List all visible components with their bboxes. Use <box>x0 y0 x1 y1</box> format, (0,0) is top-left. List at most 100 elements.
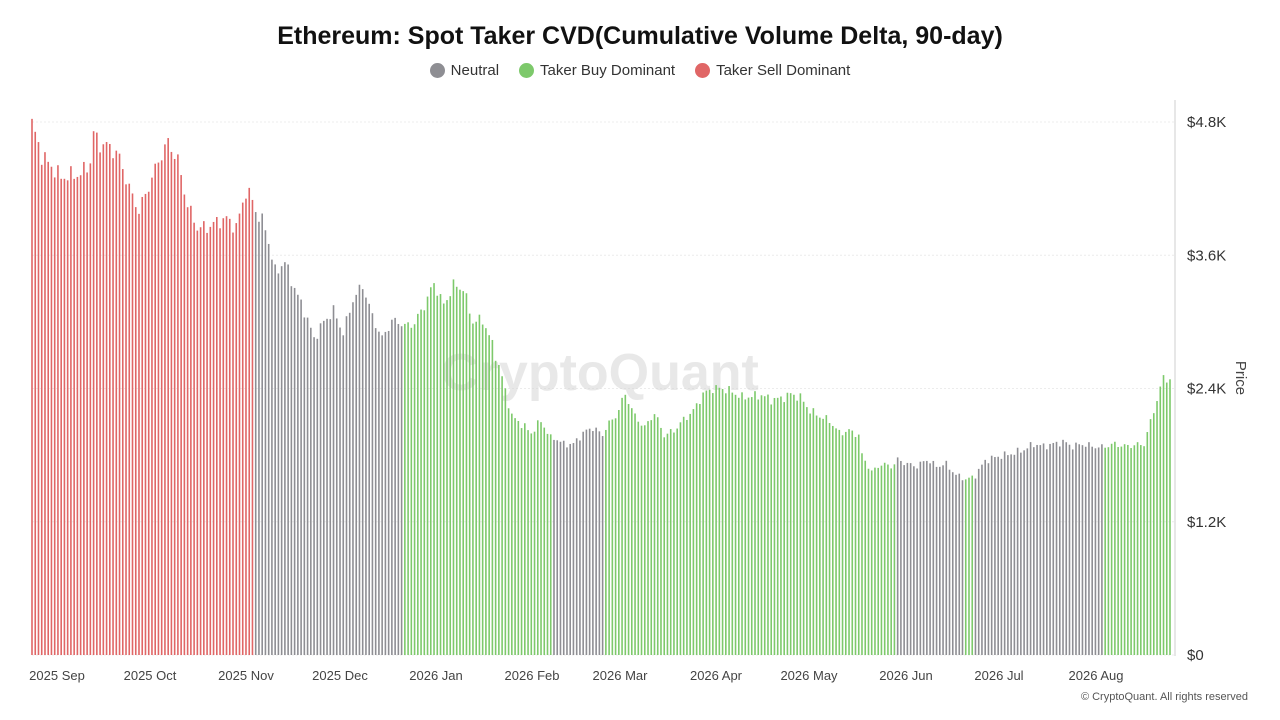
bar-taker-buy-dominant <box>1169 379 1171 655</box>
bar-neutral <box>595 427 597 655</box>
bar-taker-sell-dominant <box>73 178 75 655</box>
bar-neutral <box>1036 444 1038 655</box>
bar-neutral <box>559 441 562 655</box>
bar-taker-buy-dominant <box>524 423 526 655</box>
bar-taker-buy-dominant <box>968 477 970 655</box>
bar-neutral <box>322 320 325 655</box>
bar-taker-sell-dominant <box>245 198 247 655</box>
bar-neutral <box>582 431 584 655</box>
bar-taker-buy-dominant <box>1165 382 1168 655</box>
legend-item-taker-buy-dominant[interactable]: Taker Buy Dominant <box>519 62 675 79</box>
bar-neutral <box>345 316 348 655</box>
bar-neutral <box>919 461 922 655</box>
bar-taker-sell-dominant <box>115 150 118 655</box>
bar-taker-buy-dominant <box>666 433 669 655</box>
bar-taker-buy-dominant <box>728 386 730 655</box>
bar-taker-buy-dominant <box>760 395 763 655</box>
bar-taker-sell-dominant <box>83 161 85 655</box>
bar-neutral <box>277 273 280 655</box>
bar-neutral <box>601 436 604 655</box>
bar-taker-buy-dominant <box>478 314 481 655</box>
bar-taker-sell-dominant <box>147 191 150 656</box>
bar-taker-buy-dominant <box>527 430 529 655</box>
bar-neutral <box>939 466 941 655</box>
bar-taker-sell-dominant <box>170 151 173 655</box>
bar-taker-sell-dominant <box>186 207 189 655</box>
bar-neutral <box>1094 448 1097 655</box>
bar-taker-buy-dominant <box>663 437 666 655</box>
bar-taker-sell-dominant <box>112 158 114 655</box>
bar-neutral <box>319 323 322 655</box>
bar-neutral <box>929 463 931 655</box>
bar-taker-sell-dominant <box>138 213 140 655</box>
bar-taker-buy-dominant <box>439 294 442 655</box>
bar-neutral <box>326 318 328 655</box>
bar-taker-buy-dominant <box>413 324 416 655</box>
bar-taker-buy-dominant <box>520 428 523 655</box>
legend-item-taker-sell-dominant[interactable]: Taker Sell Dominant <box>695 62 850 79</box>
bar-taker-sell-dominant <box>109 143 111 656</box>
bar-taker-sell-dominant <box>251 199 254 655</box>
bar-neutral <box>329 319 332 655</box>
bar-taker-buy-dominant <box>472 323 474 655</box>
bar-neutral <box>310 327 312 655</box>
bar-taker-buy-dominant <box>1149 419 1152 655</box>
bar-neutral <box>974 478 977 655</box>
bar-taker-buy-dominant <box>611 419 614 655</box>
bar-taker-buy-dominant <box>744 399 747 655</box>
bar-neutral <box>958 473 961 655</box>
bar-taker-sell-dominant <box>183 194 186 655</box>
legend-item-neutral[interactable]: Neutral <box>429 62 499 79</box>
bar-taker-buy-dominant <box>507 408 510 655</box>
bar-taker-sell-dominant <box>40 164 43 655</box>
bar-taker-sell-dominant <box>203 221 205 655</box>
bar-taker-buy-dominant <box>721 389 724 655</box>
bar-taker-sell-dominant <box>206 232 208 655</box>
bar-neutral <box>1046 449 1048 655</box>
bar-taker-buy-dominant <box>841 435 844 655</box>
bar-taker-sell-dominant <box>228 218 231 656</box>
bar-taker-sell-dominant <box>50 166 53 656</box>
bar-taker-sell-dominant <box>157 162 160 655</box>
bar-neutral <box>1071 449 1074 655</box>
bar-taker-buy-dominant <box>491 339 494 655</box>
bar-taker-buy-dominant <box>734 394 737 655</box>
bar-taker-buy-dominant <box>536 420 539 655</box>
x-tick-label: 2026 Jan <box>409 668 463 683</box>
bar-taker-buy-dominant <box>702 392 704 655</box>
bar-neutral <box>977 468 980 655</box>
bar-taker-buy-dominant <box>870 470 873 655</box>
x-tick-label: 2026 Apr <box>690 668 743 683</box>
bar-taker-buy-dominant <box>883 462 886 655</box>
copyright-text: © CryptoQuant. All rights reserved <box>1080 691 1248 703</box>
bar-neutral <box>365 297 367 655</box>
bar-neutral <box>264 230 267 655</box>
bar-taker-sell-dominant <box>128 183 131 655</box>
bar-taker-buy-dominant <box>417 313 419 655</box>
bar-taker-sell-dominant <box>232 232 234 656</box>
chart-legend: Neutral Taker Buy Dominant Taker Sell Do… <box>0 62 1280 79</box>
bar-taker-buy-dominant <box>679 422 682 655</box>
bar-taker-buy-dominant <box>621 397 623 655</box>
bar-taker-sell-dominant <box>141 196 144 655</box>
bar-taker-buy-dominant <box>546 433 549 655</box>
bar-taker-buy-dominant <box>449 296 452 655</box>
bar-neutral <box>1049 443 1051 655</box>
bar-neutral <box>566 447 568 655</box>
bar-neutral <box>374 328 377 655</box>
bar-neutral <box>1091 446 1093 655</box>
bar-taker-sell-dominant <box>60 178 62 656</box>
bar-taker-buy-dominant <box>864 460 867 655</box>
bar-neutral <box>556 440 559 655</box>
bar-taker-buy-dominant <box>660 427 662 655</box>
bar-neutral <box>293 287 296 655</box>
bar-neutral <box>909 463 912 655</box>
bar-taker-buy-dominant <box>750 397 753 655</box>
bar-taker-sell-dominant <box>248 187 251 655</box>
bar-taker-buy-dominant <box>1140 445 1142 655</box>
bar-taker-sell-dominant <box>173 158 176 656</box>
bar-neutral <box>335 318 338 655</box>
bar-neutral <box>1029 442 1032 655</box>
bar-taker-sell-dominant <box>31 118 33 656</box>
